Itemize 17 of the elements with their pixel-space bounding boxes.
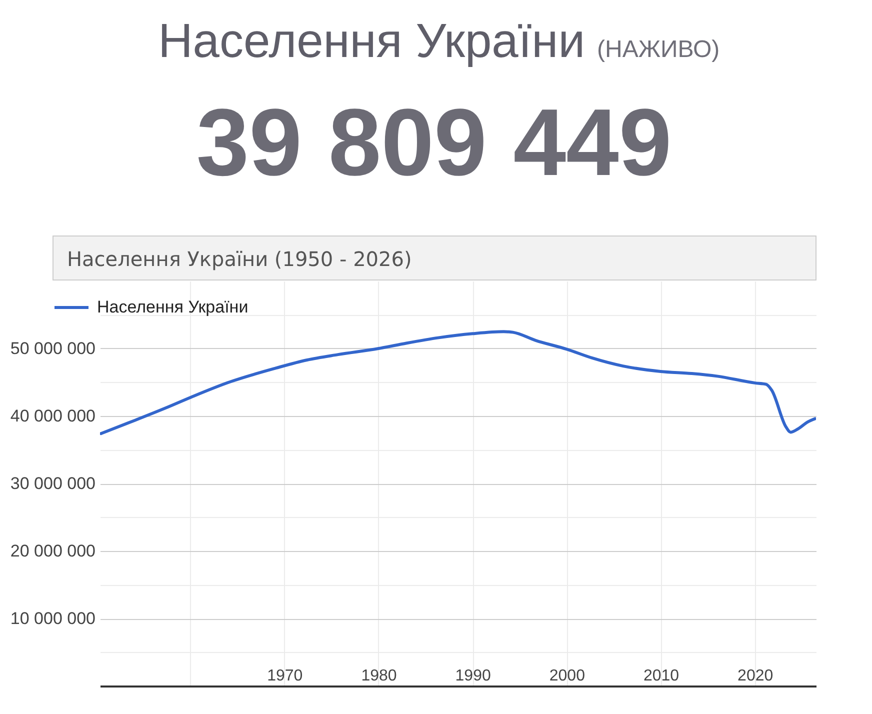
x-tick-label: 1970 [267, 668, 303, 684]
y-tick-label: 10 000 000 [10, 609, 96, 628]
y-tick-label: 40 000 000 [10, 406, 96, 426]
y-tick-label: 50 000 000 [10, 339, 96, 358]
text: Населення України [158, 15, 585, 68]
chart-title: Населення України (1950 - 2026) [67, 247, 412, 271]
y-tick-label: 30 000 000 [10, 474, 96, 493]
line-series [100, 330, 816, 436]
y-tick-label: 20 000 000 [10, 542, 96, 560]
x-tick-label: 2000 [549, 668, 586, 684]
text: 39 809 449 [196, 90, 672, 196]
x-tick-label: 1980 [361, 668, 397, 684]
legend-label: Населення України [97, 298, 248, 316]
x-tick-label: 1990 [455, 668, 491, 684]
x-tick-label: 2020 [738, 668, 774, 684]
x-tick-label: 2010 [643, 668, 680, 684]
text: (НАЖИВО) [597, 36, 720, 63]
